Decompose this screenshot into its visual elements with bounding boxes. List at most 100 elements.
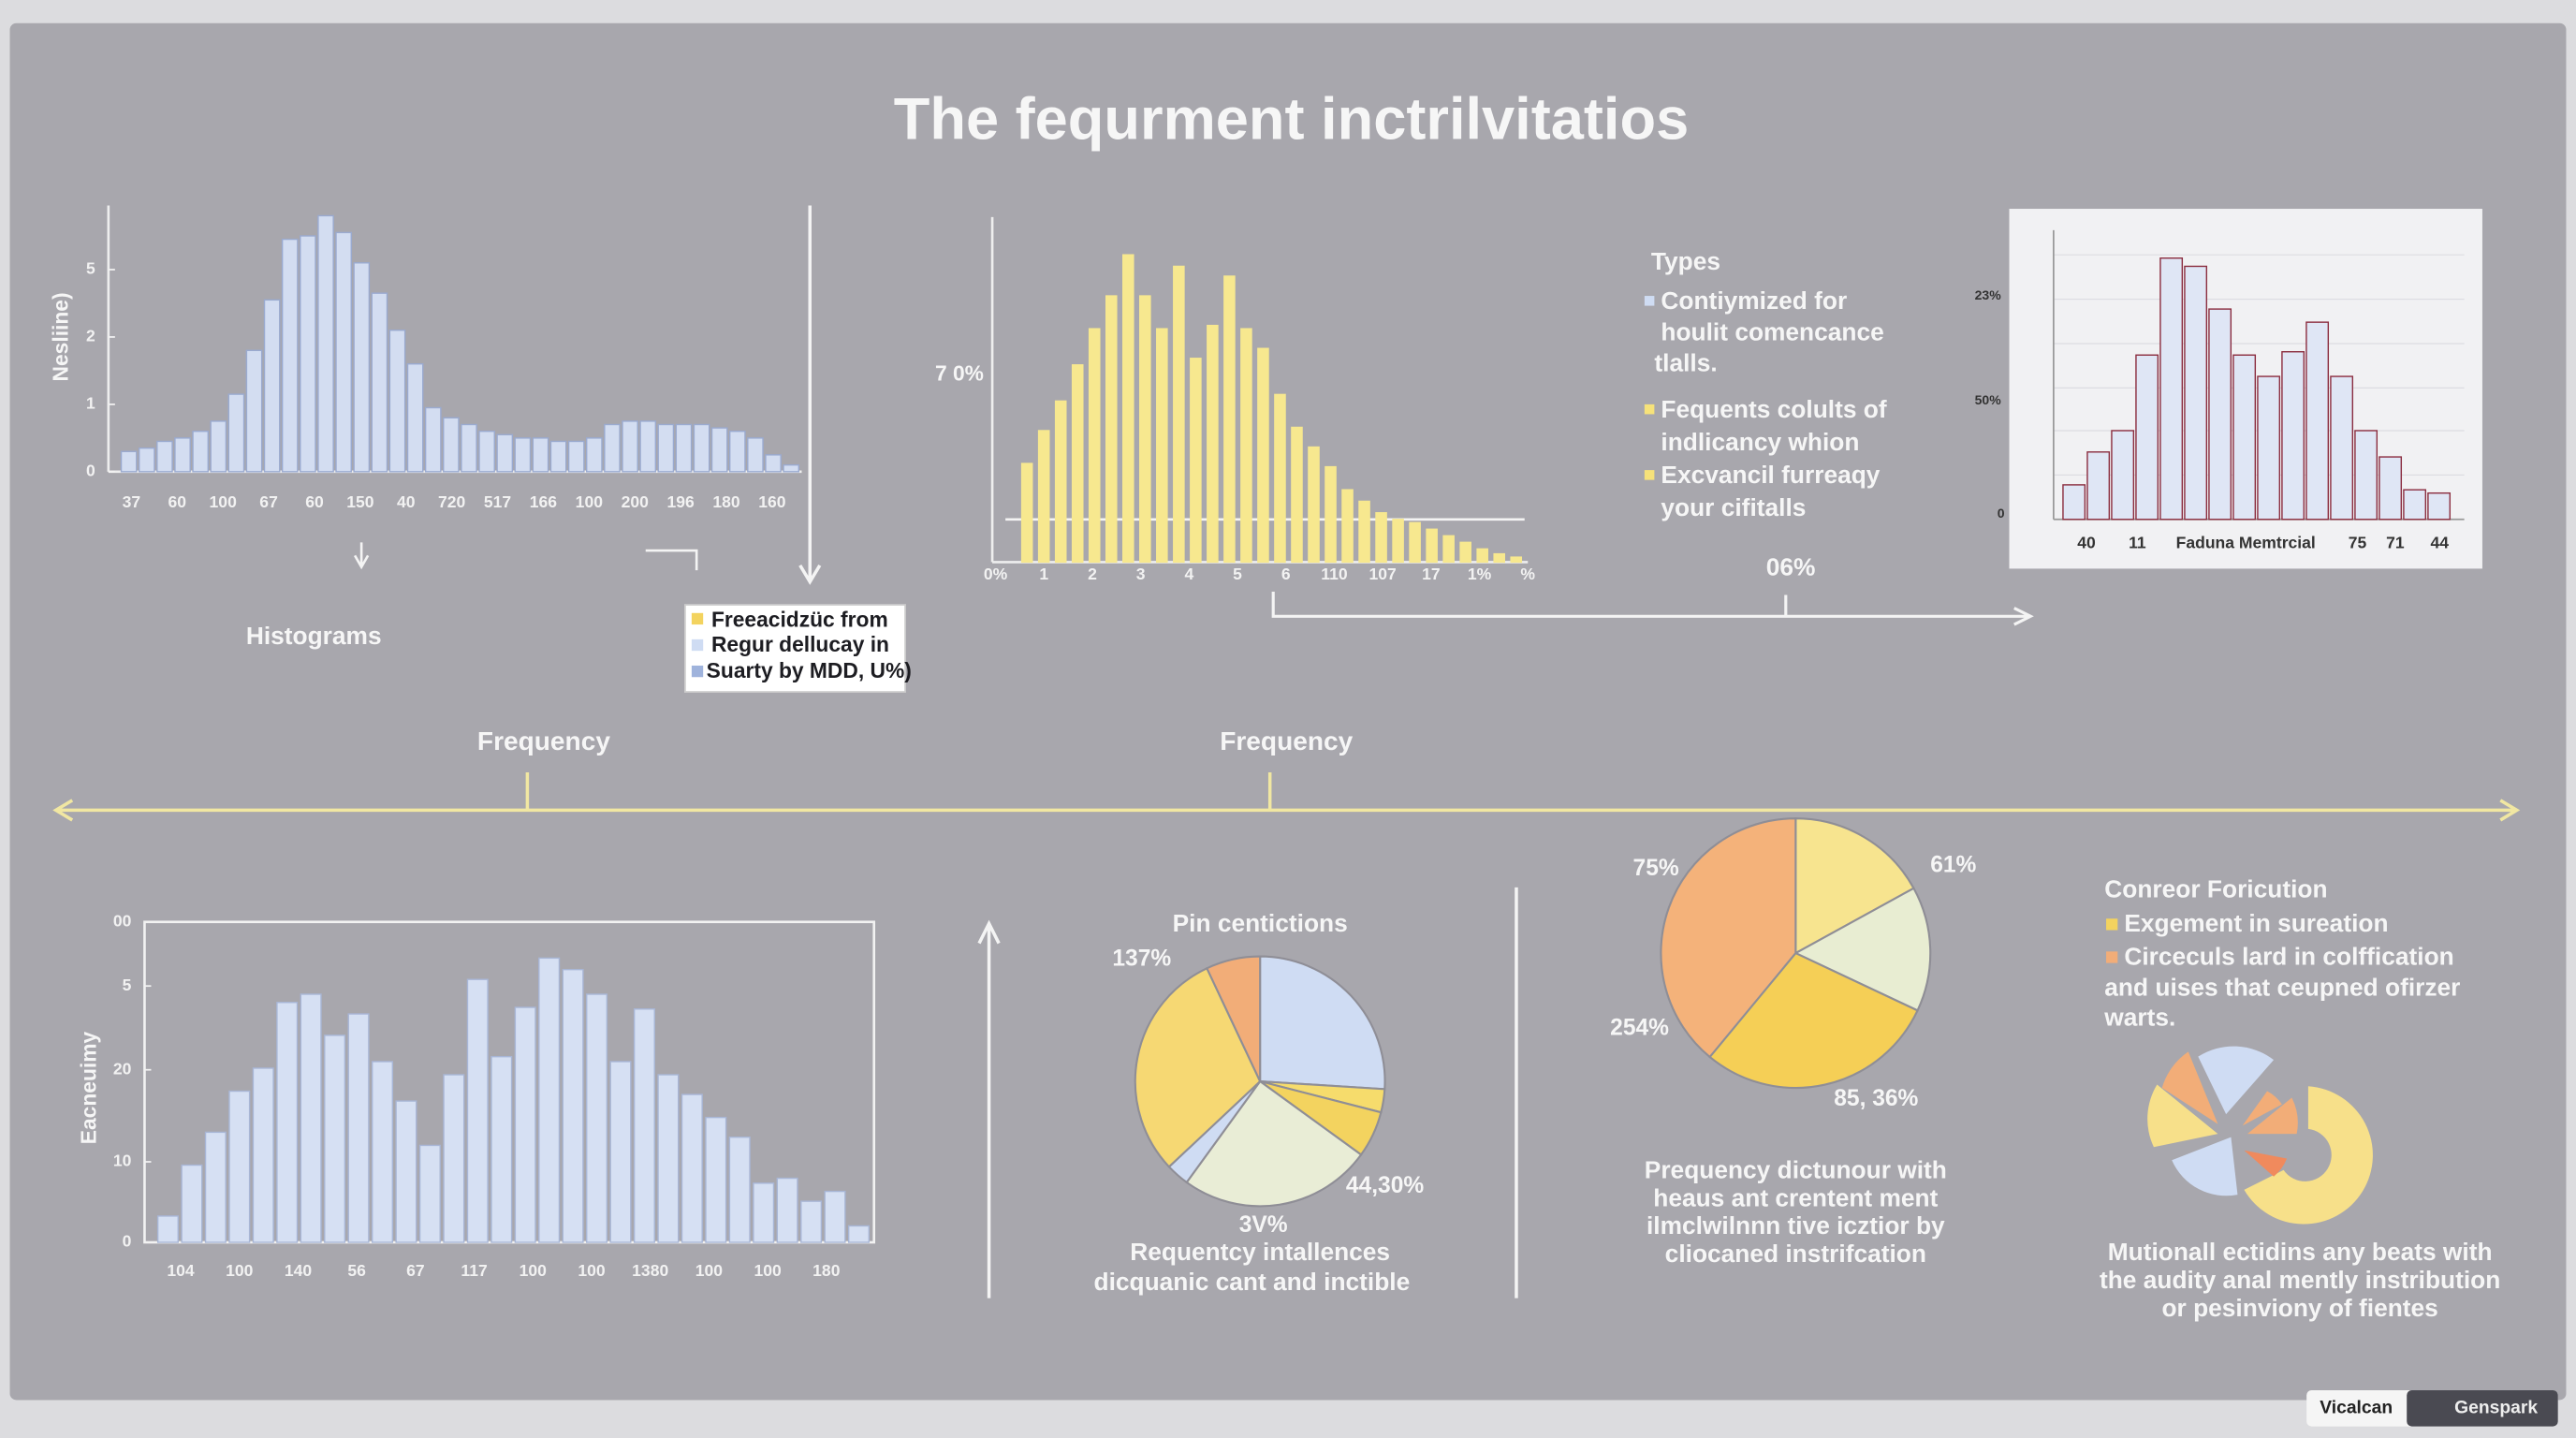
bar bbox=[1493, 552, 1505, 564]
caption: the audity anal mently instribution bbox=[2100, 1266, 2500, 1294]
x-tick-label: 71 bbox=[2386, 534, 2405, 552]
x-tick-label: 100 bbox=[578, 1261, 606, 1280]
bar bbox=[490, 1055, 513, 1243]
bar bbox=[347, 1013, 370, 1243]
x-tick-label: 44 bbox=[2431, 534, 2450, 552]
caption: ilmclwilnnn tive icztior by bbox=[1647, 1211, 1945, 1240]
bar bbox=[1341, 489, 1354, 564]
x-tick-label: 100 bbox=[520, 1261, 548, 1280]
bar bbox=[1442, 535, 1455, 564]
bar bbox=[765, 454, 782, 473]
bar bbox=[418, 1144, 441, 1243]
y-tick-label: 2 bbox=[86, 327, 95, 345]
bar bbox=[1121, 254, 1134, 564]
conreor-heading: Conreor Foricution bbox=[2104, 874, 2327, 902]
conreor-line: and uises that ceupned ofirzer bbox=[2104, 974, 2460, 1002]
y-tick-label: 10 bbox=[113, 1152, 132, 1170]
x-tick-label: 196 bbox=[666, 492, 695, 511]
annotation: 23% bbox=[1975, 287, 2002, 302]
timeline bbox=[52, 772, 2521, 822]
y-tick-label: 5 bbox=[123, 976, 132, 994]
annotation: 44,30% bbox=[1346, 1173, 1424, 1198]
arrow bbox=[353, 542, 370, 570]
bar bbox=[586, 993, 608, 1243]
legend-swatch bbox=[691, 638, 704, 652]
annotation: 0 bbox=[1998, 506, 2005, 521]
bar bbox=[317, 214, 334, 473]
conreor-item: Circeculs lard in colffication bbox=[2124, 942, 2453, 970]
y-axis-label: Eacneuimy bbox=[77, 1032, 101, 1145]
bar bbox=[228, 1090, 251, 1243]
bar bbox=[783, 463, 800, 473]
types-item: Excvancil furreaqy bbox=[1661, 461, 1880, 489]
x-tick-label: 67 bbox=[259, 492, 278, 511]
bar bbox=[2111, 430, 2135, 521]
bar bbox=[156, 1215, 179, 1243]
y-tick-label: 0 bbox=[123, 1232, 132, 1251]
x-tick-label: 17 bbox=[1422, 565, 1441, 583]
annotation: 85, 36% bbox=[1834, 1086, 1918, 1111]
annotation: 254% bbox=[1610, 1015, 1669, 1040]
bar bbox=[1409, 521, 1421, 564]
annotation: 75% bbox=[1633, 856, 1679, 881]
bar bbox=[514, 1006, 536, 1243]
bar bbox=[300, 993, 322, 1243]
bar bbox=[1020, 462, 1033, 564]
bar bbox=[1156, 328, 1168, 564]
bar bbox=[1325, 465, 1337, 564]
bullet bbox=[1644, 404, 1655, 415]
legend-text: Freeacidzüc from bbox=[711, 608, 888, 632]
bar bbox=[174, 437, 191, 473]
bar bbox=[192, 430, 209, 473]
bar bbox=[1510, 556, 1523, 564]
bar bbox=[478, 430, 495, 473]
bar bbox=[2305, 321, 2330, 521]
x-tick-label: 104 bbox=[167, 1261, 195, 1280]
x-tick-label: 100 bbox=[210, 492, 238, 511]
legend-box bbox=[684, 604, 906, 693]
x-tick-label: 517 bbox=[484, 492, 511, 511]
bar bbox=[263, 299, 281, 473]
x-tick-label: 140 bbox=[285, 1261, 313, 1280]
bar bbox=[2184, 265, 2208, 521]
x-tick-label: 1 bbox=[1039, 565, 1048, 583]
x-tick-label: 166 bbox=[530, 492, 558, 511]
x-tick-label: 100 bbox=[695, 1261, 724, 1280]
watermark-tag bbox=[2407, 1389, 2558, 1427]
bar bbox=[657, 1074, 680, 1243]
y-tick-label: 00 bbox=[113, 911, 132, 930]
caption: Mutionall ectidins any beats with bbox=[2108, 1238, 2493, 1266]
x-tick-label: 60 bbox=[168, 492, 187, 511]
x-tick-label: 40 bbox=[2077, 534, 2096, 552]
bar bbox=[604, 423, 621, 473]
bar bbox=[639, 420, 657, 473]
annotation: 137% bbox=[1112, 946, 1171, 972]
types-item: Fequents colults of bbox=[1661, 395, 1886, 423]
bar bbox=[424, 406, 442, 473]
bar bbox=[2257, 375, 2281, 521]
bar bbox=[2086, 451, 2111, 521]
caption: heaus ant crentent ment bbox=[1653, 1183, 1938, 1211]
annotation: 7 0% bbox=[935, 360, 984, 385]
x-tick-label: 56 bbox=[347, 1261, 366, 1280]
bar bbox=[2208, 308, 2232, 521]
bar bbox=[824, 1190, 846, 1243]
x-tick-label: 2 bbox=[1088, 565, 1097, 583]
pie-slice bbox=[1794, 817, 1915, 955]
bar bbox=[1088, 328, 1101, 564]
bar bbox=[1358, 500, 1370, 564]
x-tick-label: 60 bbox=[305, 492, 324, 511]
bar bbox=[2330, 375, 2354, 521]
types-item: Contiymized for bbox=[1661, 286, 1847, 315]
bar bbox=[1105, 295, 1118, 564]
bar bbox=[138, 447, 155, 473]
bar bbox=[2159, 257, 2184, 521]
annotation: 50% bbox=[1975, 392, 2002, 407]
legend-text: Regur dellucay in bbox=[711, 632, 889, 656]
caption: Requentcy intallences bbox=[1130, 1238, 1390, 1266]
label: Histograms bbox=[246, 622, 382, 650]
bar bbox=[562, 968, 584, 1243]
caption: or pesinviony of fientes bbox=[2161, 1294, 2437, 1322]
bar bbox=[210, 420, 227, 473]
